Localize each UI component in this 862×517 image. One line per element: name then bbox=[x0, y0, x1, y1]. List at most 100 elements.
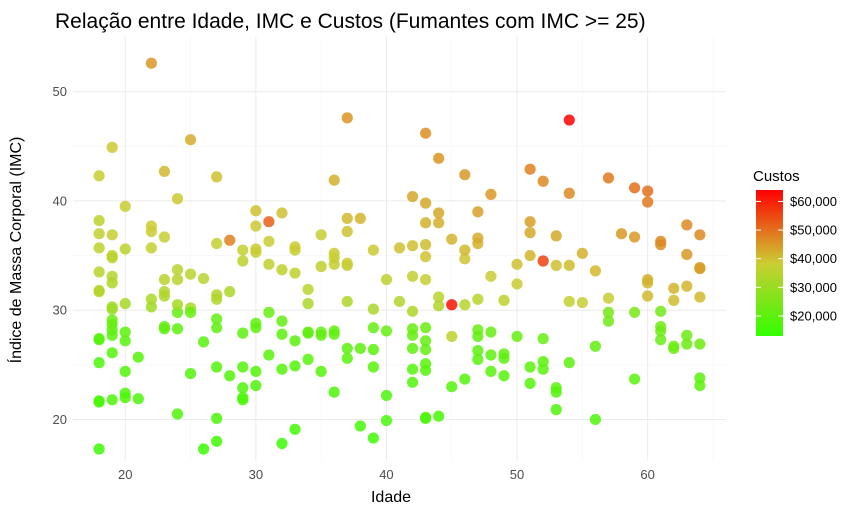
data-point bbox=[563, 187, 575, 199]
data-point bbox=[406, 342, 419, 355]
data-point bbox=[485, 188, 497, 200]
data-point bbox=[563, 259, 575, 271]
data-point bbox=[93, 333, 105, 345]
data-point bbox=[498, 370, 510, 382]
data-point bbox=[406, 270, 419, 282]
data-point bbox=[420, 197, 432, 209]
data-point bbox=[341, 342, 353, 355]
data-point bbox=[367, 244, 379, 256]
data-point bbox=[263, 349, 275, 361]
data-point bbox=[224, 370, 236, 382]
data-point bbox=[93, 266, 105, 278]
data-point bbox=[433, 217, 445, 229]
data-point bbox=[655, 320, 667, 333]
data-point bbox=[498, 294, 510, 306]
y-tick-label: 30 bbox=[53, 303, 67, 318]
data-point bbox=[237, 327, 249, 339]
data-point bbox=[237, 392, 249, 404]
data-point bbox=[602, 172, 615, 184]
data-point bbox=[158, 286, 171, 298]
data-point bbox=[485, 270, 497, 282]
data-point bbox=[406, 305, 419, 317]
data-point bbox=[602, 315, 615, 327]
data-point bbox=[628, 306, 641, 318]
data-point bbox=[132, 393, 144, 405]
data-point bbox=[668, 294, 680, 306]
data-point bbox=[420, 217, 432, 229]
data-point bbox=[302, 326, 314, 338]
data-point bbox=[328, 386, 340, 398]
data-point bbox=[289, 423, 301, 435]
data-point bbox=[328, 174, 340, 186]
data-point bbox=[119, 387, 131, 399]
data-point bbox=[537, 255, 549, 267]
data-point bbox=[628, 373, 641, 385]
data-point bbox=[628, 231, 641, 243]
y-tick-label: 40 bbox=[53, 193, 67, 208]
data-point bbox=[537, 333, 549, 345]
data-point bbox=[302, 353, 314, 365]
data-point bbox=[93, 284, 105, 297]
data-point bbox=[158, 320, 171, 333]
data-point bbox=[433, 152, 445, 164]
data-point bbox=[550, 259, 562, 271]
data-point bbox=[367, 432, 379, 444]
data-point bbox=[171, 264, 184, 276]
data-point bbox=[289, 360, 301, 372]
data-point bbox=[184, 268, 197, 280]
data-point bbox=[446, 330, 458, 343]
data-point bbox=[393, 242, 406, 254]
data-point bbox=[681, 248, 693, 261]
data-point bbox=[681, 338, 693, 350]
data-point bbox=[184, 306, 197, 318]
data-point bbox=[406, 376, 419, 388]
data-point bbox=[433, 207, 445, 219]
data-point bbox=[211, 171, 223, 183]
data-point bbox=[681, 280, 693, 292]
data-point bbox=[119, 335, 131, 347]
data-point bbox=[211, 322, 223, 334]
data-point bbox=[93, 357, 105, 369]
data-point bbox=[250, 220, 262, 232]
data-point bbox=[341, 352, 353, 364]
data-point bbox=[420, 343, 432, 356]
data-point bbox=[485, 365, 497, 377]
data-point bbox=[628, 182, 641, 194]
data-point bbox=[341, 112, 353, 124]
colorbar bbox=[756, 190, 783, 336]
x-tick-label: 50 bbox=[510, 467, 524, 482]
data-point bbox=[106, 229, 118, 241]
data-point bbox=[158, 165, 171, 178]
data-point bbox=[289, 267, 301, 279]
data-point bbox=[158, 273, 171, 286]
data-point bbox=[302, 283, 314, 296]
data-point bbox=[198, 443, 210, 455]
data-point bbox=[420, 251, 432, 263]
data-point bbox=[433, 300, 445, 312]
data-point bbox=[119, 298, 131, 310]
data-point bbox=[171, 323, 184, 335]
x-axis-title: Idade bbox=[371, 489, 411, 506]
y-tick-label: 50 bbox=[53, 84, 67, 99]
data-point bbox=[171, 408, 184, 420]
data-point bbox=[341, 225, 353, 238]
data-point bbox=[589, 265, 602, 277]
data-point bbox=[655, 334, 667, 346]
legend-ticks: $20,000 $30,000 $40,000 $50,000 $60,000 bbox=[756, 194, 837, 323]
data-point bbox=[211, 313, 223, 325]
x-tick-label: 40 bbox=[379, 467, 393, 482]
data-point bbox=[694, 261, 706, 274]
data-point bbox=[106, 141, 118, 153]
data-point bbox=[472, 353, 484, 365]
data-point bbox=[472, 232, 484, 244]
data-point bbox=[119, 243, 131, 255]
y-axis-title: Índice de Massa Corporal (IMC) bbox=[6, 137, 25, 364]
data-point bbox=[694, 229, 706, 241]
data-point bbox=[367, 343, 379, 356]
data-point bbox=[328, 325, 340, 337]
data-point bbox=[302, 298, 314, 310]
data-point bbox=[668, 282, 680, 294]
legend-tick-label: $20,000 bbox=[790, 308, 837, 323]
data-point bbox=[420, 322, 432, 334]
data-point bbox=[237, 244, 249, 256]
